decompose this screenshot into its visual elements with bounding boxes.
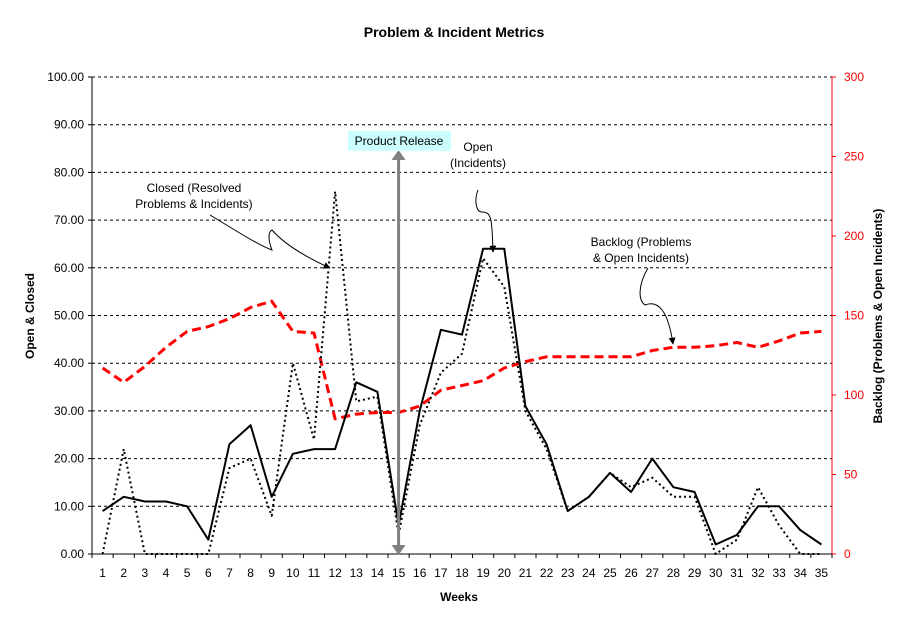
annotations: Closed (Resolved Problems & Incidents) Ope…: [135, 140, 692, 345]
x-tick-label: 9: [268, 566, 275, 580]
x-axis-title: Weeks: [440, 590, 478, 604]
x-tick-label: 2: [120, 566, 127, 580]
release-label: Product Release: [355, 134, 444, 148]
annotation-open: Open (Incidents): [450, 140, 506, 170]
x-tick-label: 14: [371, 566, 385, 580]
x-tick-label: 22: [540, 566, 554, 580]
x-tick-label: 32: [751, 566, 765, 580]
y-tick-label: 90.00: [54, 118, 84, 132]
x-tick-label: 28: [667, 566, 681, 580]
x-tick-label: 3: [142, 566, 149, 580]
product-release-marker: Product Release: [348, 131, 451, 555]
x-tick-label: 27: [646, 566, 660, 580]
x-tick-label: 29: [688, 566, 702, 580]
x-tick-label: 11: [308, 566, 321, 580]
x-tick-label: 20: [498, 566, 512, 580]
release-arrowhead-top: [391, 150, 406, 160]
x-tick-labels: 1 2 3 4 5 6 7 8 9 10 11 12 13 14 15 16 17 18 19 20 21 22 23 24 2…: [99, 566, 828, 580]
annotation-line: Closed (Resolved: [147, 181, 242, 195]
x-tick-label: 30: [709, 566, 723, 580]
y-tick-label: 100.00: [47, 70, 84, 84]
annotation-line: (Incidents): [450, 156, 506, 170]
y2-tick-label: 50: [844, 468, 858, 482]
y-tick-label: 80.00: [54, 165, 84, 179]
x-tick-label: 24: [582, 566, 596, 580]
chart-title: Problem & Incident Metrics: [364, 24, 545, 40]
x-tick-label: 21: [519, 566, 533, 580]
y2-tick-label: 250: [844, 150, 864, 164]
x-tick-label: 18: [455, 566, 469, 580]
y2-tick-label: 300: [844, 70, 864, 84]
annotation-line: Backlog (Problems: [591, 235, 692, 249]
y-tick-labels: 0.00 10.00 20.00 30.00 40.00 50.00 60.00 70.00 8…: [47, 70, 84, 561]
x-tick-label: 5: [184, 566, 191, 580]
annotation-closed: Closed (Resolved Problems & Incidents): [135, 181, 252, 211]
series-lines: [101, 190, 822, 555]
x-tick-label: 1: [99, 566, 106, 580]
x-tick-label: 16: [413, 566, 427, 580]
x-tick-label: 6: [205, 566, 212, 580]
y2-tick-label: 0: [844, 547, 851, 561]
backlog-callout-arrow: [639, 267, 676, 345]
x-tick-label: 7: [226, 566, 233, 580]
y2-tick-labels: 0 50 100 150 200 250 300: [844, 70, 864, 561]
axes: [88, 76, 836, 558]
x-tick-label: 15: [392, 566, 406, 580]
x-tick-label: 4: [163, 566, 170, 580]
annotation-line: Open: [463, 140, 492, 154]
y-tick-label: 0.00: [61, 547, 85, 561]
y2-axis-title: Backlog (Problems & Open Incidents): [871, 209, 885, 424]
y-tick-label: 60.00: [54, 261, 84, 275]
x-tick-label: 33: [772, 566, 786, 580]
x-tick-label: 26: [624, 566, 638, 580]
y2-tick-label: 200: [844, 229, 864, 243]
grid-lines: [92, 76, 832, 507]
annotation-line: & Open Incidents): [593, 251, 689, 265]
y-tick-label: 10.00: [54, 499, 84, 513]
y2-tick-label: 100: [844, 388, 864, 402]
x-tick-label: 31: [730, 566, 744, 580]
x-tick-label: 13: [350, 566, 364, 580]
open-callout-arrow: [475, 189, 497, 253]
release-arrowhead-bottom: [391, 545, 406, 555]
y2-tick-label: 150: [844, 309, 864, 323]
annotation-backlog: Backlog (Problems & Open Incidents): [591, 235, 692, 265]
y-tick-label: 20.00: [54, 452, 84, 466]
x-tick-label: 34: [794, 566, 808, 580]
y-axis-title: Open & Closed: [23, 273, 37, 359]
x-tick-label: 8: [247, 566, 254, 580]
y-tick-label: 70.00: [54, 213, 84, 227]
y-tick-label: 40.00: [54, 356, 84, 370]
series-line-dashed: [101, 299, 822, 421]
y-tick-label: 50.00: [54, 309, 84, 323]
x-tick-label: 23: [561, 566, 575, 580]
series-line-solid: [102, 247, 822, 546]
x-tick-label: 10: [286, 566, 300, 580]
closed-callout-arrow: [209, 214, 331, 269]
x-tick-label: 25: [603, 566, 617, 580]
release-label-box: [348, 131, 451, 151]
series-line-dotted: [101, 190, 822, 555]
x-tick-label: 19: [476, 566, 490, 580]
y-tick-label: 30.00: [54, 404, 84, 418]
annotation-line: Problems & Incidents): [135, 197, 252, 211]
x-tick-label: 35: [815, 566, 829, 580]
x-tick-label: 17: [434, 566, 448, 580]
x-tick-label: 12: [328, 566, 342, 580]
